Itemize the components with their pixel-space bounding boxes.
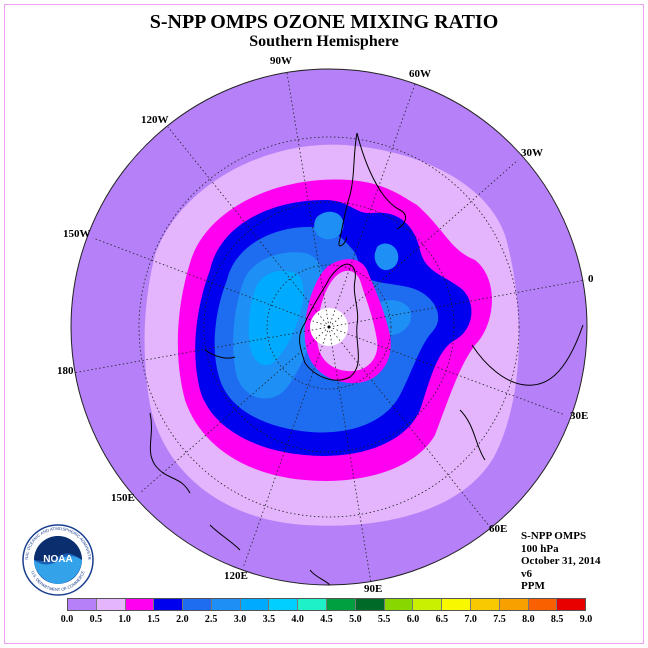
colorbar-swatch bbox=[298, 599, 328, 610]
lon-label-0: 0 bbox=[588, 273, 594, 285]
region-0.5-1.0-interior bbox=[317, 270, 378, 372]
colorbar-swatch bbox=[413, 599, 443, 610]
colorbar-swatch bbox=[240, 599, 270, 610]
colorbar-tick-label: 8.5 bbox=[550, 614, 564, 625]
info-date: October 31, 2014 bbox=[521, 555, 601, 567]
colorbar-swatch bbox=[470, 599, 500, 610]
colorbar-tick-label: 0.0 bbox=[60, 614, 74, 625]
map-figure: S-NPP OMPS OZONE MIXING RATIO Southern H… bbox=[4, 4, 644, 644]
colorbar-swatch bbox=[499, 599, 529, 610]
lon-label-120w: 120W bbox=[141, 114, 169, 126]
lon-label-60e: 60E bbox=[489, 523, 508, 535]
product-info: S-NPP OMPS 100 hPa October 31, 2014 v6 P… bbox=[521, 530, 601, 593]
colorbar-tick-label: 6.5 bbox=[435, 614, 449, 625]
noaa-logo-text: NOAA bbox=[43, 554, 72, 565]
colorbar-swatch bbox=[384, 599, 414, 610]
lon-label-90e: 90E bbox=[364, 583, 383, 595]
lon-label-60w: 60W bbox=[409, 68, 431, 80]
colorbar-tick-label: 9.0 bbox=[579, 614, 593, 625]
colorbar-swatch bbox=[327, 599, 356, 610]
colorbar-tick-label: 3.0 bbox=[233, 614, 247, 625]
region-2.0-2.5-north bbox=[314, 211, 344, 240]
south-pole-marker bbox=[327, 325, 331, 329]
colorbar-swatch bbox=[154, 599, 184, 610]
colorbar-tick-label: 3.5 bbox=[262, 614, 276, 625]
colorbar-tick-label: 7.5 bbox=[493, 614, 506, 625]
region-3.0-3.5 bbox=[248, 270, 304, 366]
colorbar-tick-label: 0.5 bbox=[89, 614, 103, 625]
lon-label-90w: 90W bbox=[270, 55, 292, 67]
colorbar-tick-label: 2.0 bbox=[176, 614, 189, 625]
lon-label-30w: 30W bbox=[521, 147, 543, 159]
region-2.0-2.5-northeast bbox=[374, 243, 399, 271]
colorbar-swatch bbox=[269, 599, 299, 610]
colorbar-swatch bbox=[528, 599, 558, 610]
figure-title: S-NPP OMPS OZONE MIXING RATIO bbox=[149, 11, 499, 33]
info-level: 100 hPa bbox=[521, 542, 559, 555]
colorbar-tick-label: 4.0 bbox=[291, 614, 304, 625]
colorbar-tick-label: 8.0 bbox=[522, 614, 535, 625]
colorbar-swatch bbox=[355, 599, 385, 610]
map-boundary bbox=[70, 68, 588, 586]
colorbar-tick-label: 7.0 bbox=[464, 614, 477, 625]
graticule bbox=[72, 72, 586, 584]
colorbar-tick-label: 6.0 bbox=[406, 614, 420, 625]
lon-label-150w: 150W bbox=[63, 228, 91, 240]
colorbar-tick-label: 2.5 bbox=[204, 614, 218, 625]
noaa-logo: NOAA NATIONAL OCEANIC AND ATMOSPHERIC AD… bbox=[21, 523, 94, 596]
colorbar-swatch bbox=[68, 599, 97, 610]
info-instrument: S-NPP OMPS bbox=[521, 530, 587, 542]
figure-subtitle: Southern Hemisphere bbox=[249, 33, 399, 50]
colorbar-swatch bbox=[183, 599, 212, 610]
colorbar-tick-label: 5.0 bbox=[349, 614, 362, 625]
colorbar-tick-label: 1.5 bbox=[147, 614, 160, 625]
colorbar-swatch bbox=[557, 599, 586, 610]
colorbar-swatch bbox=[211, 599, 241, 610]
colorbar bbox=[67, 598, 586, 611]
coastlines bbox=[149, 132, 584, 586]
info-version: v6 bbox=[521, 567, 532, 580]
colorbar-swatch bbox=[125, 599, 155, 610]
colorbar-swatch bbox=[442, 599, 471, 610]
colorbar-tick-label: 4.5 bbox=[320, 614, 333, 625]
lon-label-120e: 120E bbox=[224, 570, 248, 582]
polar-stereographic-map bbox=[70, 68, 588, 586]
lon-label-150e: 150E bbox=[111, 492, 135, 504]
lon-label-180: 180 bbox=[57, 365, 74, 377]
colorbar-tick-label: 1.0 bbox=[118, 614, 131, 625]
lon-label-30e: 30E bbox=[570, 410, 589, 422]
colorbar-tick-label: 5.5 bbox=[377, 614, 391, 625]
info-units: PPM bbox=[521, 580, 545, 592]
colorbar-swatch bbox=[96, 599, 126, 610]
